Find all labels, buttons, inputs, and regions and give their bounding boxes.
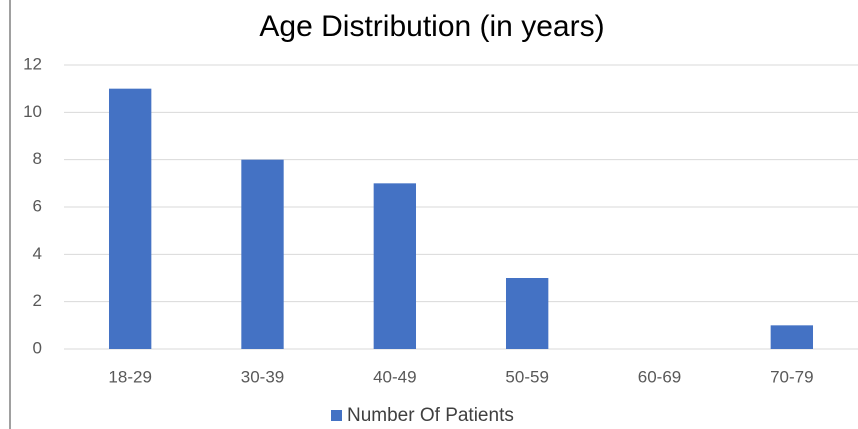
y-tick-label: 12 (23, 54, 42, 73)
x-tick-label: 60-69 (638, 367, 681, 386)
x-tick-label: 30-39 (241, 367, 284, 386)
x-tick-label: 40-49 (373, 367, 416, 386)
y-tick-label: 0 (33, 338, 42, 357)
bar (770, 325, 814, 349)
legend-swatch (331, 410, 342, 421)
x-tick-label: 70-79 (770, 367, 813, 386)
x-tick-label: 50-59 (505, 367, 548, 386)
bar (505, 278, 549, 349)
chart-title: Age Distribution (in years) (259, 10, 604, 43)
y-tick-label: 4 (33, 244, 42, 263)
legend-label: Number Of Patients (347, 405, 514, 426)
bar (241, 159, 284, 349)
y-tick-label: 6 (33, 196, 42, 215)
y-tick-label: 10 (23, 102, 42, 121)
y-tick-label: 2 (33, 291, 42, 310)
x-tick-label: 18-29 (108, 367, 151, 386)
y-tick-label: 8 (33, 149, 42, 168)
bar (373, 183, 417, 349)
bar (108, 88, 152, 350)
